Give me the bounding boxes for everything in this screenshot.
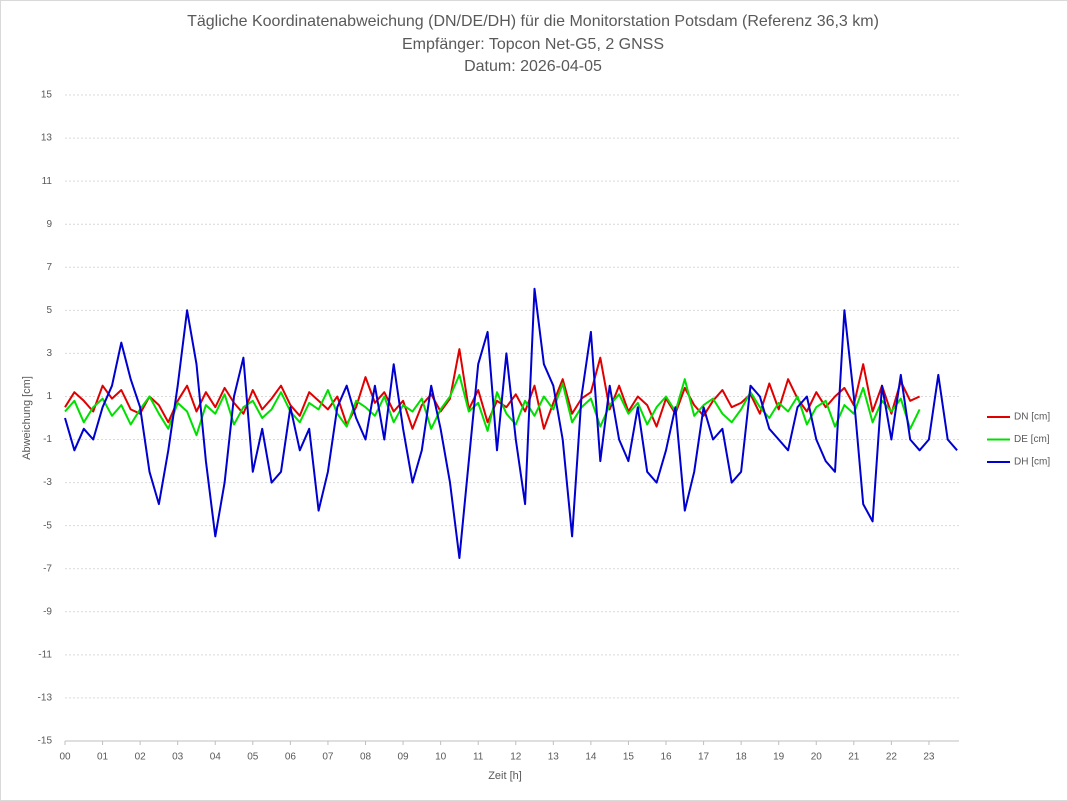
x-tick-label: 06 <box>285 752 297 763</box>
x-tick-label: 14 <box>585 752 597 763</box>
legend-label: DH [cm] <box>1014 457 1050 468</box>
chart-subtitle: Empfänger: Topcon Net-G5, 2 GNSS <box>402 36 664 53</box>
x-tick-label: 20 <box>811 752 823 763</box>
x-tick-label: 01 <box>97 752 109 763</box>
x-tick-label: 09 <box>398 752 410 763</box>
x-tick-label: 13 <box>548 752 560 763</box>
y-tick-label: -15 <box>38 736 53 747</box>
data-line <box>64 287 958 559</box>
data-line <box>64 373 921 437</box>
y-tick-label: -1 <box>43 434 52 445</box>
y-tick-label: -9 <box>43 606 52 617</box>
x-tick-label: 22 <box>886 752 898 763</box>
y-tick-label: 1 <box>46 391 52 402</box>
legend-label: DE [cm] <box>1014 434 1050 445</box>
x-tick-label: 05 <box>247 752 259 763</box>
y-tick-label: 11 <box>42 176 53 187</box>
legend-label: DN [cm] <box>1014 412 1050 423</box>
y-axis-label: Abweichung [cm] <box>21 376 33 460</box>
y-tick-label: -13 <box>38 693 53 704</box>
y-tick-label: 13 <box>41 133 53 144</box>
x-tick-label: 23 <box>923 752 935 763</box>
y-tick-label: -3 <box>43 477 52 488</box>
x-tick-label: 18 <box>736 752 748 763</box>
x-tick-label: 02 <box>135 752 147 763</box>
x-tick-label: 10 <box>435 752 447 763</box>
y-tick-label: 3 <box>46 348 52 359</box>
y-tick-label: -7 <box>43 563 52 574</box>
x-tick-label: 08 <box>360 752 372 763</box>
x-tick-label: 19 <box>773 752 785 763</box>
x-tick-label: 21 <box>848 752 860 763</box>
y-tick-label: -11 <box>38 650 52 661</box>
x-tick-label: 12 <box>510 752 522 763</box>
x-axis-label: Zeit [h] <box>488 770 522 782</box>
y-tick-label: 5 <box>46 305 52 316</box>
x-tick-label: 07 <box>322 752 334 763</box>
x-tick-label: 04 <box>210 752 222 763</box>
chart-title: Tägliche Koordinatenabweichung (DN/DE/DH… <box>187 13 879 30</box>
y-tick-label: 15 <box>41 90 53 101</box>
y-tick-label: 7 <box>46 262 52 273</box>
x-tick-label: 11 <box>473 752 484 763</box>
y-tick-label: -5 <box>43 520 52 531</box>
x-tick-label: 15 <box>623 752 635 763</box>
x-tick-label: 03 <box>172 752 184 763</box>
x-tick-label: 16 <box>660 752 672 763</box>
x-tick-label: 17 <box>698 752 710 763</box>
chart-date: Datum: 2026-04-05 <box>464 58 602 75</box>
x-tick-label: 00 <box>59 752 71 763</box>
y-tick-label: 9 <box>46 219 52 230</box>
